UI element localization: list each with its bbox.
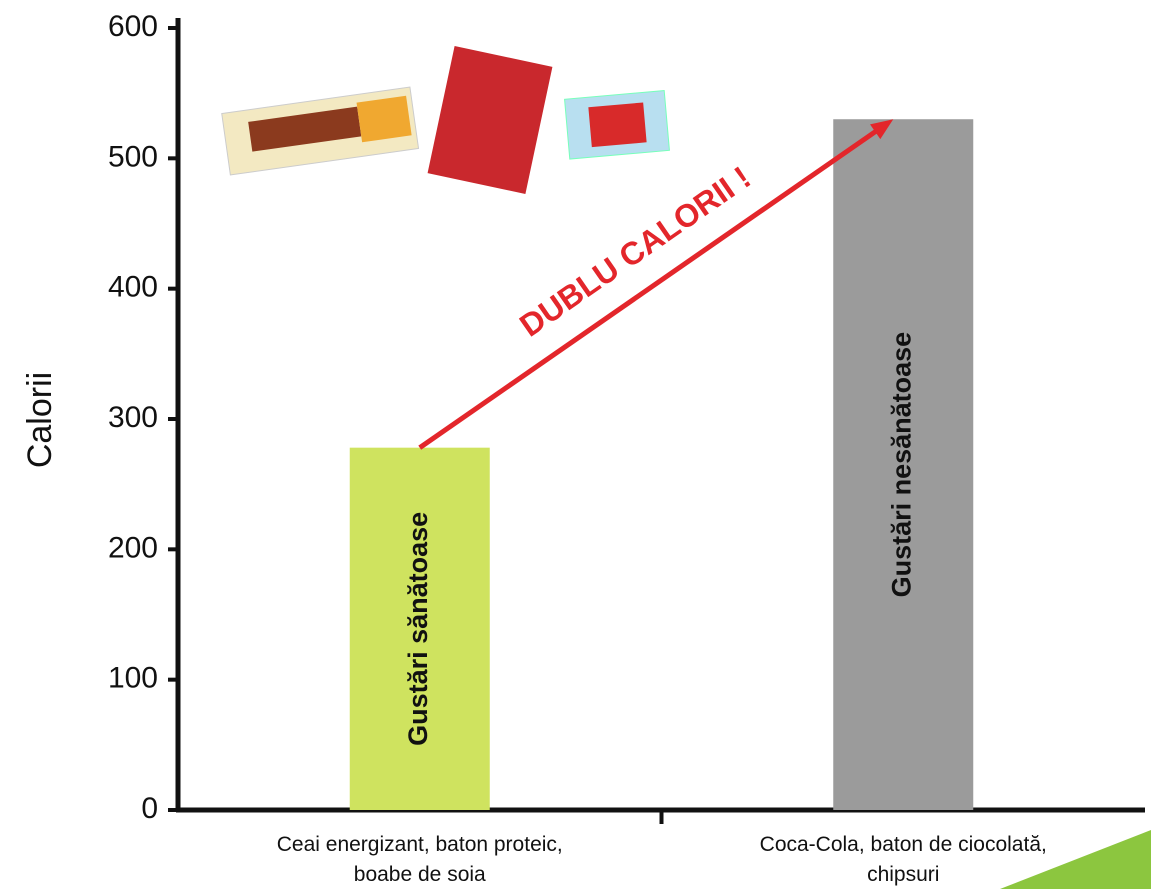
y-tick-label: 500	[108, 140, 158, 173]
y-axis-label: Calorii	[21, 372, 59, 468]
y-tick-label: 100	[108, 662, 158, 695]
y-tick-label: 300	[108, 401, 158, 434]
product-images	[222, 46, 670, 194]
chart: Calorii 0 100 200 300 400 500 600 Gustări sănăt…	[0, 0, 1151, 889]
y-tick-label: 0	[141, 792, 158, 825]
x-tick-label: Coca-Cola, baton de ciocolată, chipsuri	[683, 830, 1123, 889]
y-tick-label: 200	[108, 531, 158, 564]
bar-label: Gustări nesănătoase	[886, 332, 916, 598]
y-tick-label: 600	[108, 10, 158, 43]
x-tick-label: Ceai energizant, baton proteic, boabe de…	[200, 830, 640, 889]
page: Calorii 0 100 200 300 400 500 600 Gustări sănăt…	[0, 0, 1151, 889]
bar-label: Gustări sănătoase	[403, 512, 433, 746]
annotation: DUBLU CALORII !	[513, 159, 757, 344]
y-tick-label: 400	[108, 271, 158, 304]
